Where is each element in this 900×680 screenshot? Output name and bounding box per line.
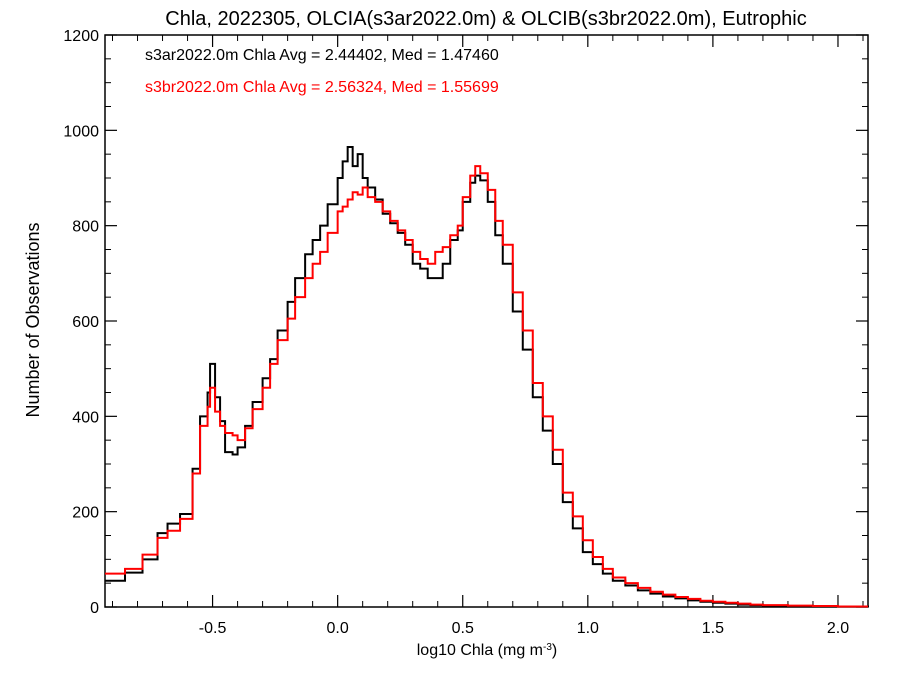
x-axis-label-main: log10 Chla (mg m xyxy=(417,642,543,659)
y-tick-label: 1200 xyxy=(63,28,99,45)
y-tick-label: 400 xyxy=(72,409,99,426)
plot-frame xyxy=(104,34,869,608)
y-axis-label: Number of Observations xyxy=(23,222,43,417)
x-axis-label: log10 Chla (mg m-3) xyxy=(417,642,558,660)
x-axis-label-sup: -3 xyxy=(543,642,552,653)
x-axis: -0.5 0.0 0.5 1.0 1.5 2.0 xyxy=(112,35,864,637)
y-tick-label: 1000 xyxy=(63,123,99,140)
legend-entry-b: s3br2022.0m Chla Avg = 2.56324, Med = 1.… xyxy=(145,79,499,96)
series-line-s3br xyxy=(105,165,868,608)
legend-entry-a: s3ar2022.0m Chla Avg = 2.44402, Med = 1.… xyxy=(145,47,499,64)
x-axis-label-end: ) xyxy=(552,642,557,659)
x-tick-label: -0.5 xyxy=(199,620,227,637)
x-tick-label: 2.0 xyxy=(827,620,849,637)
y-tick-label: 200 xyxy=(72,505,99,522)
plot-border xyxy=(104,34,869,608)
x-tick-label: 1.0 xyxy=(577,620,599,637)
y-tick-label: 800 xyxy=(72,219,99,236)
chart-title: Chla, 2022305, OLCIA(s3ar2022.0m) & OLCI… xyxy=(165,8,806,30)
y-tick-label: 600 xyxy=(72,314,99,331)
series-line-s3ar xyxy=(105,146,869,608)
y-axis: 0 200 400 600 800 1000 1200 xyxy=(63,28,868,617)
series-layer xyxy=(105,146,869,608)
y-tick-label: 0 xyxy=(90,600,99,617)
x-tick-label: 0.5 xyxy=(452,620,474,637)
x-tick-label: 1.5 xyxy=(702,620,724,637)
x-tick-label: 0.0 xyxy=(327,620,349,637)
